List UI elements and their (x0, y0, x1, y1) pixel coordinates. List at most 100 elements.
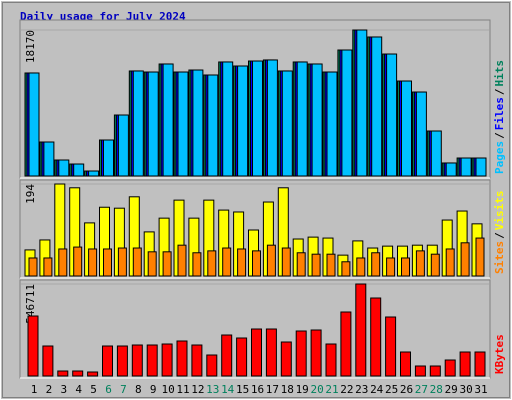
bar (385, 316, 397, 377)
bar (117, 247, 127, 277)
bar (28, 257, 38, 277)
bar (445, 248, 455, 277)
bar (460, 157, 472, 177)
bar (281, 70, 293, 177)
bar (43, 141, 55, 177)
legend-separator: / (493, 88, 506, 95)
x-tick-label: 16 (251, 383, 264, 396)
x-tick-label: 12 (191, 383, 204, 396)
bar (237, 65, 249, 177)
x-tick-label: 14 (221, 383, 235, 396)
x-tick-label: 7 (120, 383, 127, 396)
bar (444, 359, 456, 377)
bar (371, 36, 383, 177)
bar (475, 237, 485, 277)
bar (252, 250, 261, 277)
legend: Sites /Visits (493, 191, 506, 275)
x-tick-label: 31 (474, 383, 487, 396)
bar (415, 91, 427, 177)
bar (177, 244, 187, 277)
legend-entry: KBytes (493, 334, 506, 374)
legend-entry: Hits (493, 60, 506, 87)
bar (27, 315, 39, 377)
bar (251, 328, 262, 377)
bar (87, 371, 99, 377)
bar (192, 252, 202, 277)
x-tick-label: 5 (90, 383, 97, 396)
x-tick-label: 17 (266, 383, 279, 396)
bar (296, 252, 306, 277)
bar (281, 247, 291, 277)
bar (116, 345, 128, 377)
bar (237, 248, 247, 277)
legend-separator: / (493, 132, 506, 139)
bar (147, 251, 157, 277)
bar (222, 61, 234, 177)
bar (341, 49, 353, 177)
bar (356, 29, 368, 177)
bar (176, 340, 188, 377)
bar (311, 253, 321, 277)
bar (401, 80, 412, 177)
bar (72, 370, 84, 377)
x-tick-label: 21 (325, 383, 338, 396)
x-tick-label: 8 (135, 383, 142, 396)
bar (355, 283, 367, 377)
bar (310, 329, 322, 377)
x-tick-label: 20 (310, 383, 323, 396)
legend-separator: / (493, 232, 506, 239)
bar (340, 311, 352, 377)
bar (207, 74, 219, 177)
bar (266, 59, 278, 177)
bar (326, 71, 338, 177)
bar (370, 297, 382, 377)
bar (103, 139, 114, 177)
legend-entry: Files (493, 97, 506, 130)
x-tick-label: 27 (415, 383, 428, 396)
bar (103, 248, 112, 277)
bar (252, 60, 263, 177)
bar (311, 63, 323, 177)
bar (131, 344, 143, 377)
x-tick-label: 18 (281, 383, 294, 396)
bar (266, 244, 276, 277)
x-tick-label: 1 (31, 383, 38, 396)
bar (414, 365, 426, 377)
legend-entry: Visits (493, 191, 506, 231)
bar (430, 130, 442, 177)
bar (43, 257, 53, 277)
bar (28, 72, 40, 177)
bar (177, 71, 189, 177)
bar (386, 53, 398, 177)
bar (459, 351, 471, 377)
bar (386, 257, 396, 277)
x-tick-label: 23 (355, 383, 368, 396)
x-tick-label: 3 (60, 383, 67, 396)
bar (326, 253, 336, 277)
y-tick-label: 18170 (24, 30, 37, 63)
bar (132, 247, 142, 277)
bar (146, 344, 158, 377)
x-tick-label: 10 (161, 383, 174, 396)
x-tick-label: 19 (296, 383, 309, 396)
bar (147, 71, 159, 177)
bar (445, 162, 457, 177)
bar (265, 328, 277, 377)
bar (371, 252, 381, 277)
bar (475, 157, 487, 177)
bar (132, 70, 144, 177)
bar (73, 163, 85, 177)
bar (222, 247, 232, 277)
bar (280, 341, 292, 377)
bar (296, 61, 308, 177)
bar (207, 250, 217, 277)
bar (429, 365, 441, 377)
bar (474, 351, 486, 377)
bar (415, 250, 425, 277)
bar (221, 334, 233, 377)
x-tick-label: 24 (370, 383, 384, 396)
bar (58, 159, 70, 177)
bar (341, 261, 351, 277)
bar (356, 257, 366, 277)
